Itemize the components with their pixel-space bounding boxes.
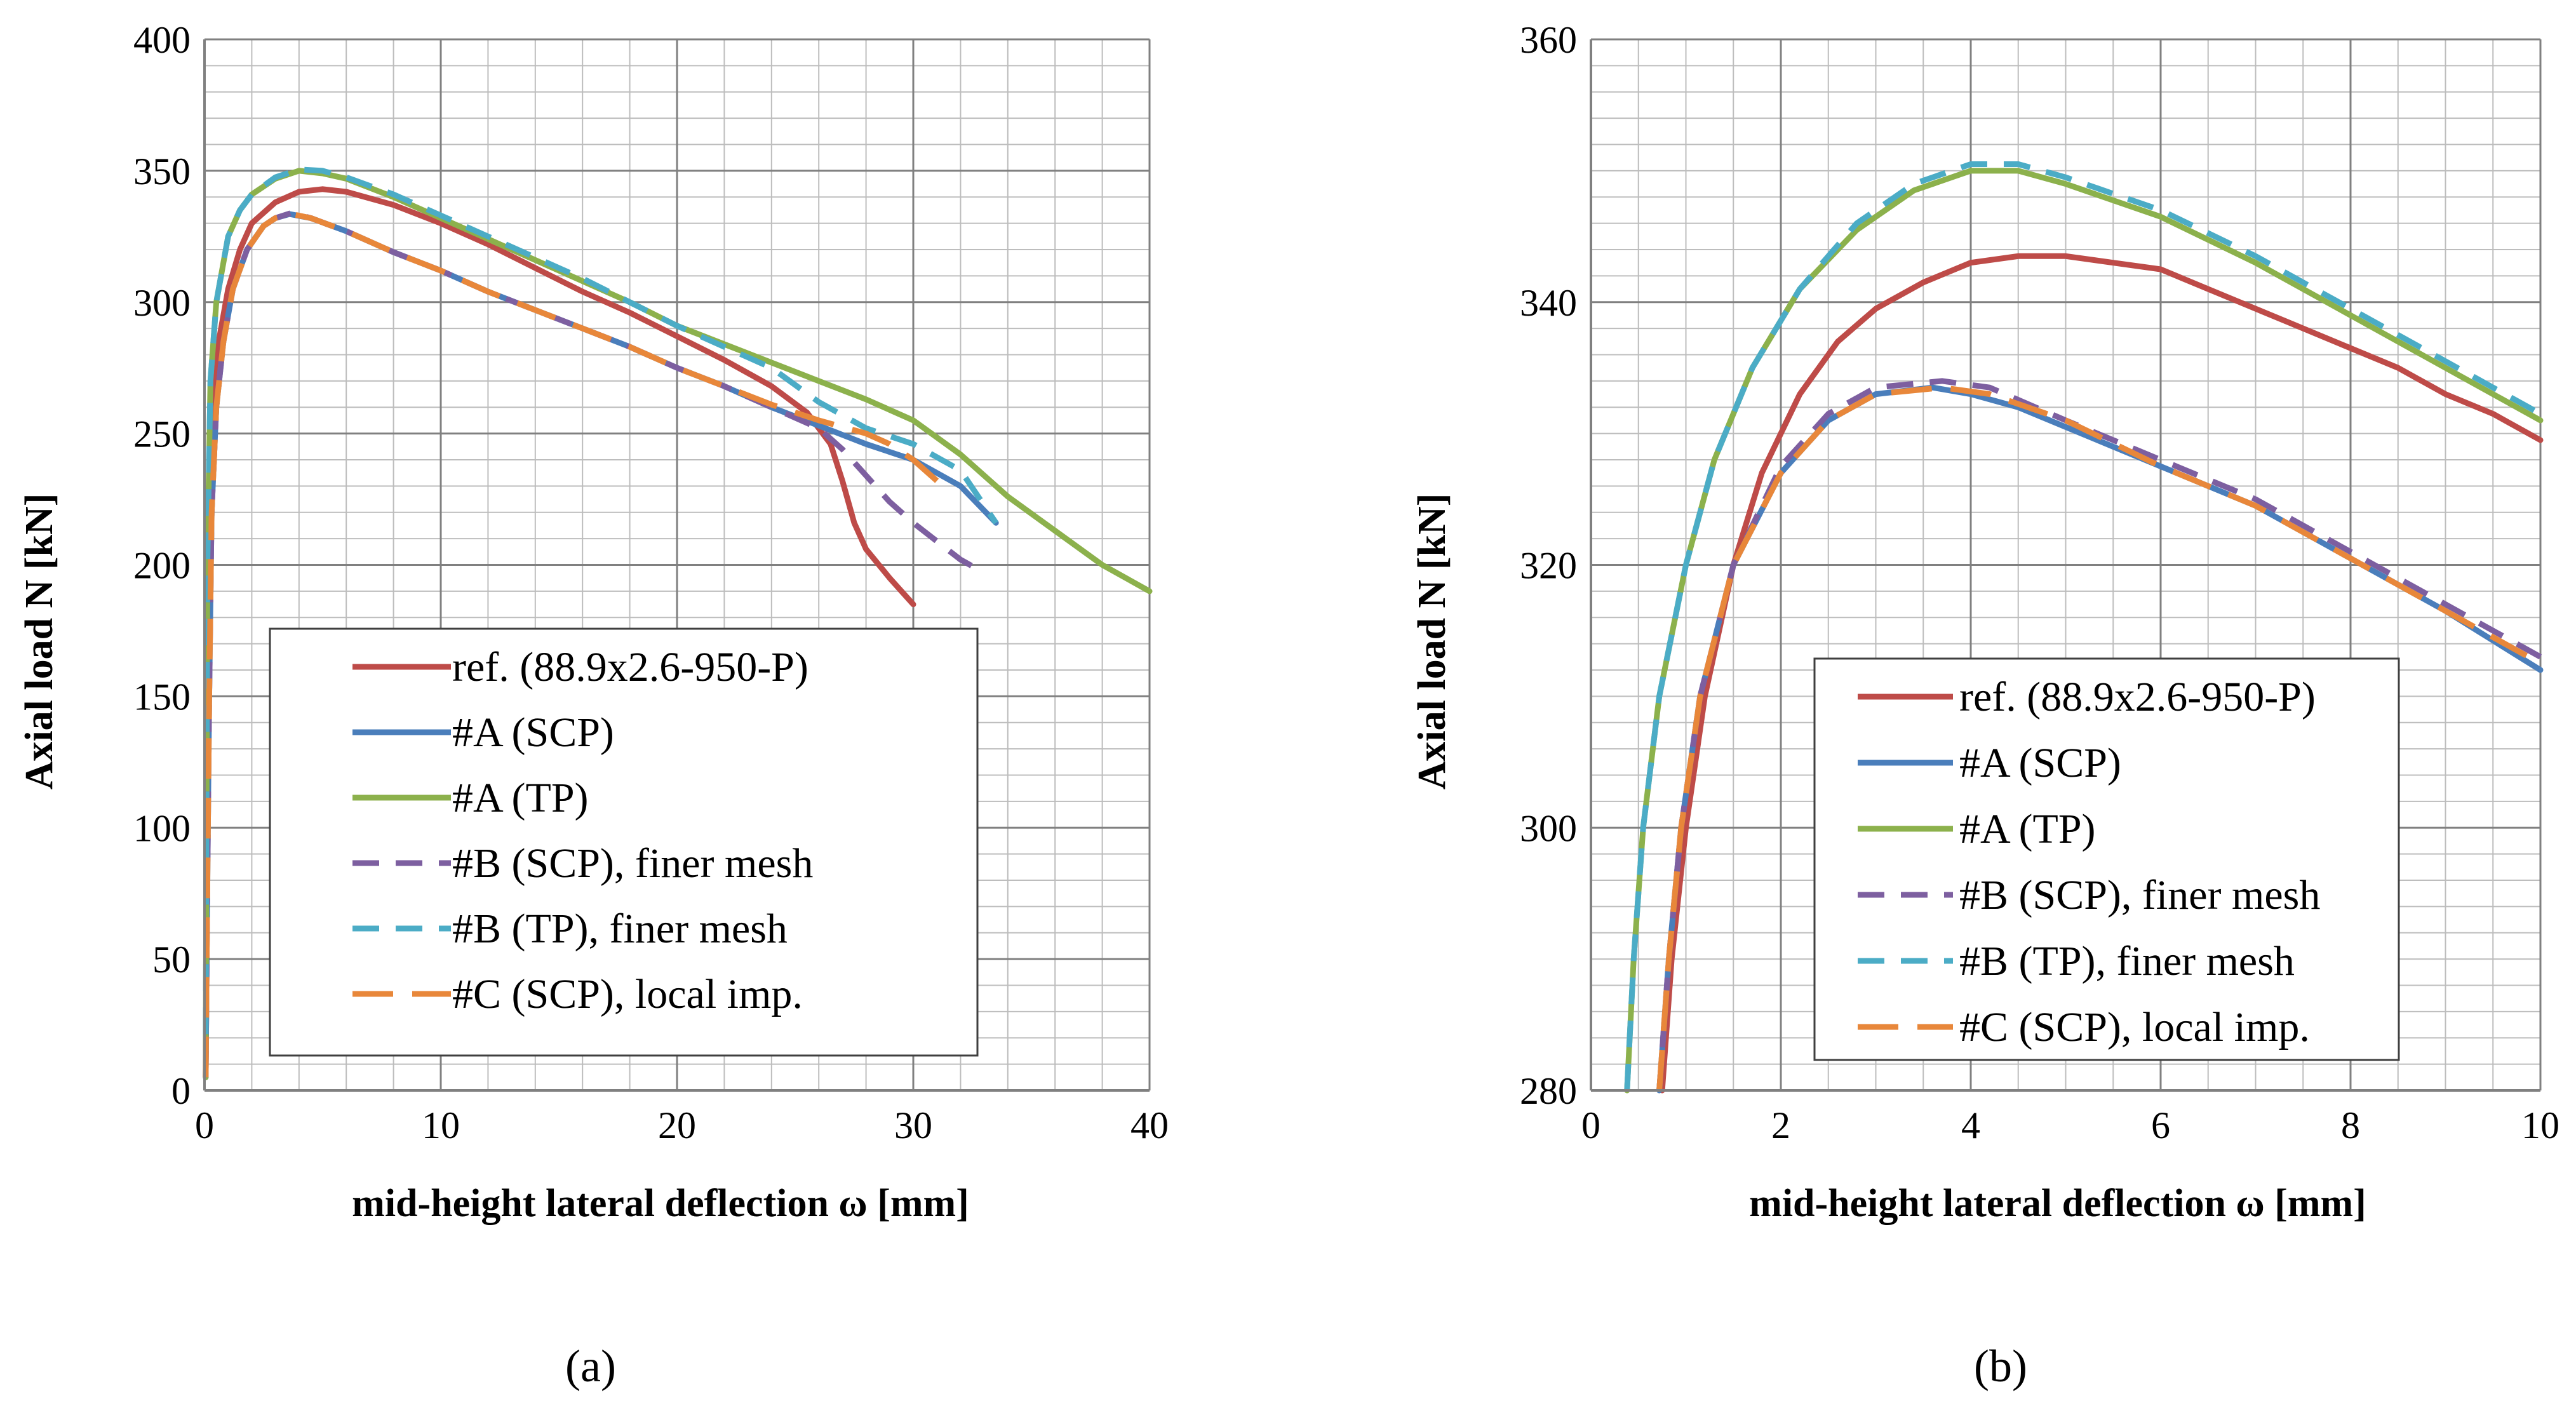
y-axis-label-a: Axial load N [kN] — [18, 493, 61, 790]
x-tick-label: 8 — [2341, 1104, 2360, 1146]
series-line-a-5 — [203, 166, 998, 1078]
y-tick-label: 300 — [1520, 807, 1577, 849]
x-tick-label: 0 — [195, 1104, 214, 1146]
x-tick-label: 4 — [1961, 1104, 1980, 1146]
series-line-b-3 — [1624, 168, 2544, 1094]
y-tick-label: 100 — [133, 807, 191, 849]
legend-label-a-2: #A (SCP) — [452, 709, 614, 756]
panel-label-b: (b) — [1974, 1341, 2027, 1391]
series-layer-b — [1624, 161, 2544, 1094]
legend-label-a-6: #C (SCP), local imp. — [452, 971, 803, 1017]
x-tick-label: 40 — [1130, 1104, 1169, 1146]
y-tick-label: 0 — [171, 1070, 191, 1112]
axes-b — [1590, 39, 2540, 1092]
y-tick-label: 150 — [133, 676, 191, 718]
legend-label-b-1: ref. (88.9x2.6-950-P) — [1959, 674, 2316, 720]
x-tick-label: 20 — [658, 1104, 696, 1146]
y-tick-label: 360 — [1520, 19, 1577, 61]
axes-a — [203, 39, 1150, 1092]
legend-box-b — [1813, 657, 2400, 1061]
chart-panel-b: 0 2 4 6 8 10 280 300 320 340 360 mid-height latera… — [1411, 19, 2559, 1391]
series-line-a-4 — [203, 210, 986, 1078]
series-line-a-1 — [203, 186, 916, 1080]
y-axis-label-b: Axial load N [kN] — [1411, 493, 1454, 790]
legend-label-a-5: #B (TP), finer mesh — [452, 906, 788, 952]
series-layer-a — [203, 166, 1153, 1080]
legend-label-b-2: #A (SCP) — [1959, 740, 2121, 786]
y-tick-label: 50 — [152, 939, 191, 981]
x-tick-label: 10 — [422, 1104, 460, 1146]
y-tick-label: 250 — [133, 413, 191, 455]
series-line-b-6 — [1656, 384, 2542, 1091]
legend-label-b-5: #B (TP), finer mesh — [1959, 938, 2295, 984]
y-tick-label: 300 — [133, 282, 191, 324]
y-tick-label: 340 — [1520, 282, 1577, 324]
x-axis-label-b: mid-height lateral deflection ω [mm] — [1749, 1182, 2366, 1225]
x-tick-label: 0 — [1581, 1104, 1600, 1146]
x-tick-label: 10 — [2521, 1104, 2559, 1146]
y-tick-label: 280 — [1520, 1070, 1577, 1112]
panel-label-a: (a) — [565, 1341, 616, 1391]
x-tick-label: 30 — [894, 1104, 932, 1146]
tick-labels-b: 0 2 4 6 8 10 280 300 320 340 360 — [1520, 19, 2559, 1146]
x-tick-label: 2 — [1771, 1104, 1790, 1146]
y-tick-label: 320 — [1520, 545, 1577, 587]
x-axis-label-a: mid-height lateral deflection ω [mm] — [352, 1182, 969, 1225]
series-line-a-6 — [203, 211, 939, 1078]
series-line-b-4 — [1656, 378, 2542, 1091]
legend-label-a-1: ref. (88.9x2.6-950-P) — [452, 644, 808, 690]
y-tick-label: 200 — [133, 545, 191, 587]
series-line-b-5 — [1624, 161, 2542, 1091]
x-tick-label: 6 — [2151, 1104, 2170, 1146]
legend-label-b-4: #B (SCP), finer mesh — [1959, 872, 2320, 918]
legend-b: ref. (88.9x2.6-950-P) #A (SCP) #A (TP) #B (… — [1813, 657, 2400, 1061]
legend-label-a-4: #B (SCP), finer mesh — [452, 840, 813, 887]
legend-label-a-3: #A (TP) — [452, 775, 589, 821]
legend-a: ref. (88.9x2.6-950-P) #A (SCP) #A (TP) #B (… — [269, 627, 979, 1057]
legend-box-a — [269, 627, 979, 1057]
legend-label-b-3: #A (TP) — [1959, 806, 2096, 852]
y-tick-label: 350 — [133, 151, 191, 192]
legend-label-b-6: #C (SCP), local imp. — [1959, 1004, 2310, 1050]
y-tick-label: 400 — [133, 19, 191, 61]
